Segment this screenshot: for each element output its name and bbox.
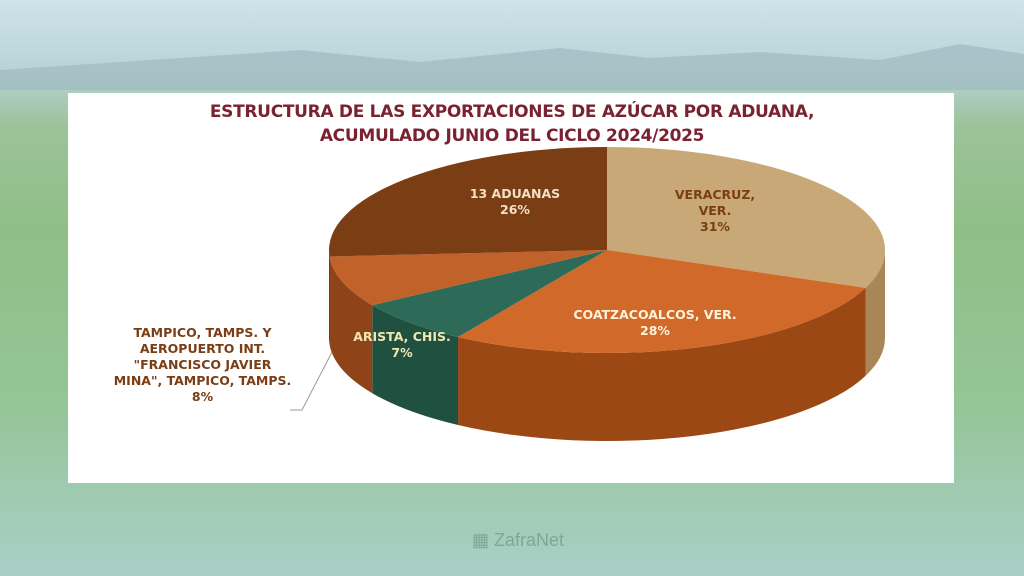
label-veracruz: VERACRUZ, VER. 31% xyxy=(674,187,756,234)
pie-slice-3 xyxy=(329,250,607,306)
chart-title: ESTRUCTURA DE LAS EXPORTACIONES DE AZÚCA… xyxy=(0,100,1024,148)
pie-side-1 xyxy=(458,287,866,441)
pie-slice-2 xyxy=(372,250,607,337)
pie-side-4 xyxy=(329,250,330,345)
zafranet-watermark: ▦ ZafraNet xyxy=(472,530,565,550)
label-13-aduanas: 13 ADUANAS 26% xyxy=(469,186,561,217)
background-mountains xyxy=(0,44,1024,90)
label-arista: ARISTA, CHIS. 7% xyxy=(353,329,451,360)
label-coatzacoalcos: COATZACOALCOS, VER. 28% xyxy=(573,307,737,338)
title-line-2: ACUMULADO JUNIO DEL CICLO 2024/2025 xyxy=(319,126,705,146)
title-line-1: ESTRUCTURA DE LAS EXPORTACIONES DE AZÚCA… xyxy=(209,102,815,122)
pie-slice-0 xyxy=(607,147,885,288)
pie-slice-4 xyxy=(329,147,607,257)
pie-side-3 xyxy=(329,256,373,394)
leader-line-tampico xyxy=(290,351,333,411)
label-tampico: TAMPICO, TAMPS. Y AEROPUERTO INT. "FRANCIS… xyxy=(113,325,292,404)
pie-slice-1 xyxy=(458,250,866,353)
pie-side-0 xyxy=(865,250,885,376)
pie-side-2 xyxy=(372,305,459,425)
